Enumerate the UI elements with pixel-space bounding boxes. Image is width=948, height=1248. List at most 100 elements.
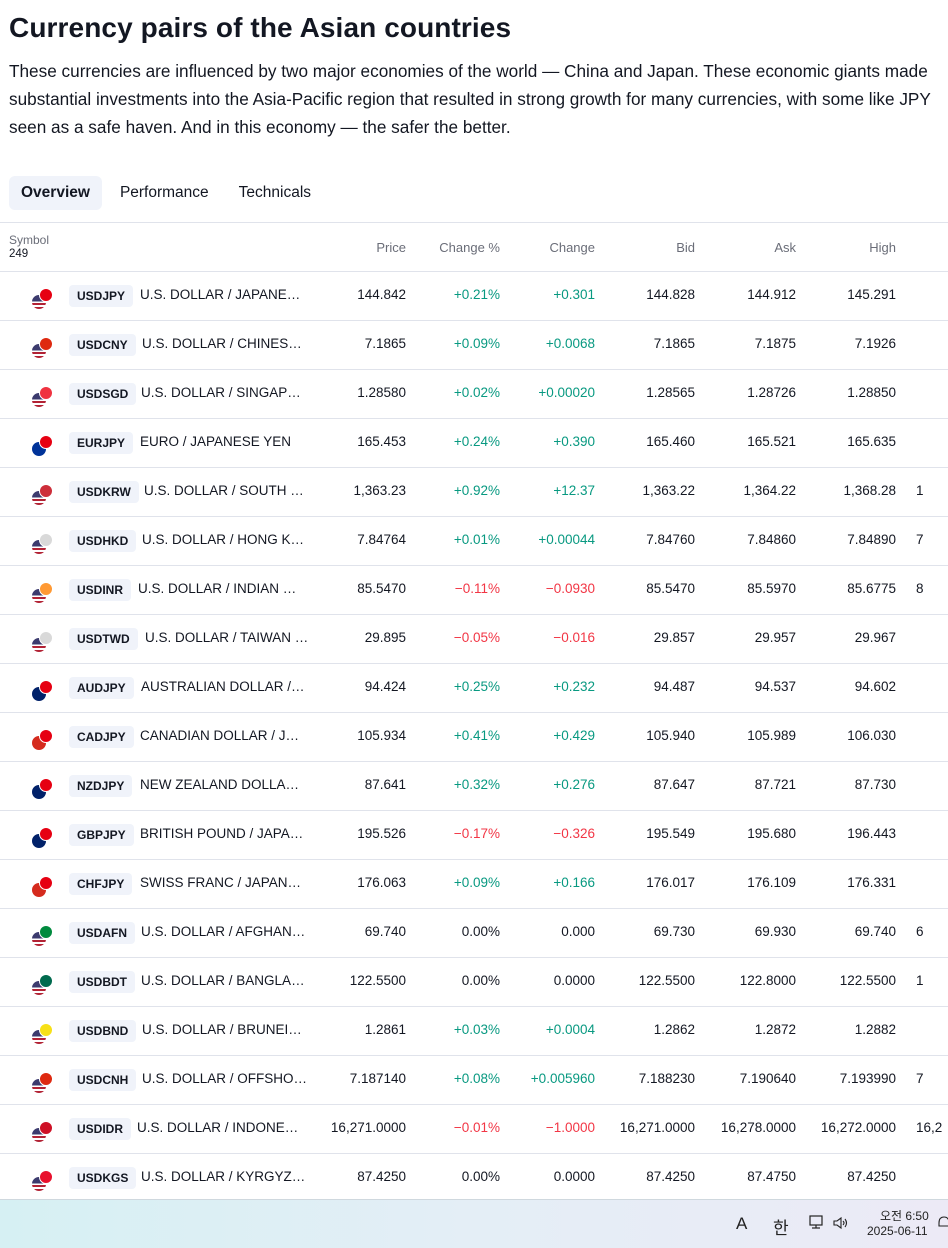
change-cell: 0.0000 bbox=[553, 1169, 595, 1184]
price-cell: 1,363.23 bbox=[353, 483, 406, 498]
change-column-header[interactable]: Change bbox=[549, 240, 595, 255]
symbol-description[interactable]: NEW ZEALAND DOLLAR / JAPANESE YEN bbox=[140, 777, 306, 792]
symbol-description[interactable]: BRITISH POUND / JAPANESE YEN bbox=[140, 826, 306, 841]
table-row[interactable]: CHFJPY SWISS FRANC / JAPANESE YEN 176.063 +… bbox=[0, 860, 948, 909]
bid-cell: 195.549 bbox=[646, 826, 695, 841]
symbol-badge[interactable]: USDTWD bbox=[69, 628, 138, 650]
change-pct-column-header[interactable]: Change % bbox=[439, 240, 500, 255]
high-cell: 1,368.28 bbox=[843, 483, 896, 498]
change-pct-cell: −0.05% bbox=[453, 630, 500, 645]
symbol-description[interactable]: SWISS FRANC / JAPANESE YEN bbox=[140, 875, 306, 890]
table-row[interactable]: USDKGS U.S. DOLLAR / KYRGYZSTANI SOM 87.42… bbox=[0, 1154, 948, 1203]
language-indicator[interactable]: 한 bbox=[773, 1219, 789, 1238]
symbol-badge[interactable]: USDBND bbox=[69, 1020, 137, 1042]
symbol-column-header[interactable]: Symbol bbox=[9, 233, 50, 247]
table-row[interactable]: NZDJPY NEW ZEALAND DOLLAR / JAPANESE YEN 8… bbox=[0, 762, 948, 811]
symbol-description[interactable]: EURO / JAPANESE YEN bbox=[140, 434, 292, 449]
bid-cell: 1,363.22 bbox=[642, 483, 695, 498]
symbol-description[interactable]: U.S. DOLLAR / AFGHAN AFGHANI bbox=[141, 924, 307, 939]
price-cell: 87.641 bbox=[364, 777, 406, 792]
table-row[interactable]: USDCNH U.S. DOLLAR / OFFSHORE CHINESE YUA… bbox=[0, 1056, 948, 1105]
symbol-description[interactable]: U.S. DOLLAR / CHINESE YUAN bbox=[142, 336, 308, 351]
volume-icon[interactable] bbox=[832, 1215, 850, 1236]
table-row[interactable]: GBPJPY BRITISH POUND / JAPANESE YEN 195.52… bbox=[0, 811, 948, 860]
table-row[interactable]: USDJPY U.S. DOLLAR / JAPANESE YEN 144.842 +… bbox=[0, 272, 948, 321]
symbol-description[interactable]: U.S. DOLLAR / KYRGYZSTANI SOM bbox=[141, 1169, 307, 1184]
symbol-badge[interactable]: USDCNY bbox=[69, 334, 136, 356]
table-row[interactable]: EURJPY EURO / JAPANESE YEN 165.453 +0.24% +0… bbox=[0, 419, 948, 468]
symbol-badge[interactable]: CHFJPY bbox=[69, 873, 133, 895]
price-cell: 87.4250 bbox=[357, 1169, 406, 1184]
notification-bell-icon[interactable] bbox=[938, 1215, 948, 1236]
bid-cell: 7.188230 bbox=[638, 1071, 695, 1086]
table-row[interactable]: USDKRW U.S. DOLLAR / SOUTH KOREAN WON 1,36… bbox=[0, 468, 948, 517]
ime-mode-indicator[interactable]: A bbox=[736, 1214, 748, 1233]
table-row[interactable]: USDAFN U.S. DOLLAR / AFGHAN AFGHANI 69.740… bbox=[0, 909, 948, 958]
symbol-badge[interactable]: USDSGD bbox=[69, 383, 137, 405]
symbol-description[interactable]: U.S. DOLLAR / INDONESIAN RUPIAH bbox=[137, 1120, 303, 1135]
quote-currency-flag-icon bbox=[39, 386, 53, 400]
symbol-badge[interactable]: USDAFN bbox=[69, 922, 135, 944]
symbol-description[interactable]: U.S. DOLLAR / OFFSHORE CHINESE YUAN bbox=[142, 1071, 308, 1086]
symbol-description[interactable]: U.S. DOLLAR / BANGLADESHI TAKA bbox=[141, 973, 307, 988]
change-pct-cell: +0.25% bbox=[453, 679, 500, 694]
symbol-description[interactable]: U.S. DOLLAR / HONG KONG DOLLAR bbox=[142, 532, 308, 547]
table-row[interactable]: CADJPY CANADIAN DOLLAR / JAPANESE YEN 105.… bbox=[0, 713, 948, 762]
ask-cell: 144.912 bbox=[747, 287, 796, 302]
table-row[interactable]: USDTWD U.S. DOLLAR / TAIWAN DOLLAR 29.895 −… bbox=[0, 615, 948, 664]
ask-column-header[interactable]: Ask bbox=[774, 240, 796, 255]
bid-cell: 85.5470 bbox=[646, 581, 695, 596]
symbol-badge[interactable]: USDIDR bbox=[69, 1118, 132, 1140]
clock-time[interactable]: 오전 6:50 bbox=[880, 1209, 929, 1223]
price-cell: 7.187140 bbox=[349, 1071, 406, 1086]
table-row[interactable]: USDBND U.S. DOLLAR / BRUNEIAN DOLLAR 1.286… bbox=[0, 1007, 948, 1056]
symbol-badge[interactable]: NZDJPY bbox=[69, 775, 133, 797]
symbol-description[interactable]: CANADIAN DOLLAR / JAPANESE YEN bbox=[140, 728, 306, 743]
change-cell: −0.016 bbox=[553, 630, 595, 645]
tab-overview[interactable]: Overview bbox=[9, 176, 102, 210]
ask-cell: 105.989 bbox=[747, 728, 796, 743]
bid-column-header[interactable]: Bid bbox=[676, 240, 695, 255]
tab-performance[interactable]: Performance bbox=[119, 184, 209, 201]
high-column-header[interactable]: High bbox=[869, 240, 896, 255]
symbol-description[interactable]: U.S. DOLLAR / SINGAPORE DOLLAR bbox=[141, 385, 307, 400]
symbol-description[interactable]: U.S. DOLLAR / JAPANESE YEN bbox=[140, 287, 306, 302]
table-row[interactable]: USDHKD U.S. DOLLAR / HONG KONG DOLLAR 7.84… bbox=[0, 517, 948, 566]
network-icon[interactable] bbox=[809, 1215, 827, 1236]
currency-flag-icon bbox=[31, 680, 53, 702]
symbol-badge[interactable]: GBPJPY bbox=[69, 824, 134, 846]
table-row[interactable]: USDSGD U.S. DOLLAR / SINGAPORE DOLLAR 1.28… bbox=[0, 370, 948, 419]
symbol-badge[interactable]: USDKGS bbox=[69, 1167, 137, 1189]
symbol-badge[interactable]: USDKRW bbox=[69, 481, 139, 503]
symbol-badge[interactable]: USDBDT bbox=[69, 971, 135, 993]
symbol-description[interactable]: U.S. DOLLAR / BRUNEIAN DOLLAR bbox=[142, 1022, 308, 1037]
ask-cell: 1,364.22 bbox=[743, 483, 796, 498]
low-cell-clipped: 7 bbox=[916, 1071, 924, 1086]
symbol-badge[interactable]: USDINR bbox=[69, 579, 132, 601]
table-row[interactable]: USDIDR U.S. DOLLAR / INDONESIAN RUPIAH 16,… bbox=[0, 1105, 948, 1154]
symbol-badge[interactable]: USDCNH bbox=[69, 1069, 137, 1091]
change-cell: +0.005960 bbox=[530, 1071, 595, 1086]
table-row[interactable]: USDINR U.S. DOLLAR / INDIAN RUPEE 85.5470 −… bbox=[0, 566, 948, 615]
symbol-badge[interactable]: AUDJPY bbox=[69, 677, 134, 699]
symbol-badge[interactable]: CADJPY bbox=[69, 726, 134, 748]
price-column-header[interactable]: Price bbox=[376, 240, 406, 255]
symbol-badge[interactable]: USDHKD bbox=[69, 530, 137, 552]
symbol-description[interactable]: U.S. DOLLAR / INDIAN RUPEE bbox=[138, 581, 304, 596]
table-row[interactable]: USDBDT U.S. DOLLAR / BANGLADESHI TAKA 122.… bbox=[0, 958, 948, 1007]
table-row[interactable]: USDCNY U.S. DOLLAR / CHINESE YUAN 7.1865 +0… bbox=[0, 321, 948, 370]
high-cell: 106.030 bbox=[847, 728, 896, 743]
table-row[interactable]: AUDJPY AUSTRALIAN DOLLAR / JAPANESE YEN 94… bbox=[0, 664, 948, 713]
low-cell-clipped: 8 bbox=[916, 581, 924, 596]
symbol-description[interactable]: AUSTRALIAN DOLLAR / JAPANESE YEN bbox=[141, 679, 307, 694]
clock-date[interactable]: 2025-06-11 bbox=[867, 1224, 928, 1238]
symbol-badge[interactable]: USDJPY bbox=[69, 285, 134, 307]
symbol-description[interactable]: U.S. DOLLAR / TAIWAN DOLLAR bbox=[145, 630, 311, 645]
high-cell: 122.5500 bbox=[839, 973, 896, 988]
symbol-description[interactable]: U.S. DOLLAR / SOUTH KOREAN WON bbox=[144, 483, 310, 498]
symbol-badge[interactable]: EURJPY bbox=[69, 432, 134, 454]
tab-technicals[interactable]: Technicals bbox=[238, 184, 312, 201]
price-cell: 85.5470 bbox=[357, 581, 406, 596]
bid-cell: 1.28565 bbox=[646, 385, 695, 400]
ask-cell: 29.957 bbox=[754, 630, 796, 645]
